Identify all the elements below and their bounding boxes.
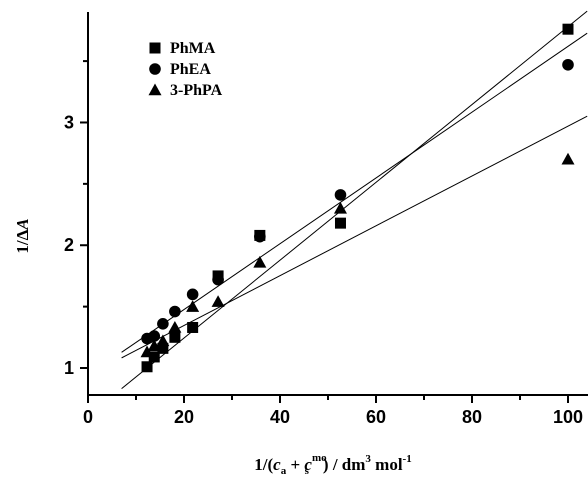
- x-axis-title: 1/(ca + cmo s) / dm3 mol-1: [254, 452, 411, 477]
- point-3-PhPA: [333, 201, 347, 214]
- fit-line-PhMA: [121, 10, 588, 390]
- point-PhEA: [254, 230, 266, 243]
- point-PhEA: [562, 58, 574, 71]
- point-PhEA: [157, 318, 169, 330]
- point-PhMA: [141, 361, 153, 373]
- point-3-PhPA: [156, 334, 170, 347]
- point-PhMA: [562, 23, 574, 35]
- fit-lines: [121, 10, 588, 390]
- point-PhEA: [334, 189, 347, 201]
- y-tick-label: 3: [64, 112, 74, 132]
- point-PhMA: [334, 217, 346, 229]
- axes: [87, 12, 588, 396]
- legend-label-3-PhPA: 3-PhPA: [170, 82, 223, 99]
- point-3-PhPA: [211, 295, 225, 307]
- x-tick-label: 40: [270, 407, 290, 427]
- legend-marker-3-PhPA: [148, 83, 162, 96]
- data-markers: [140, 23, 575, 373]
- point-3-PhPA: [186, 300, 200, 312]
- ticks: 0 20 40 60 80 100 1 2 3: [64, 60, 583, 427]
- point-PhMA: [187, 321, 199, 333]
- x-tick-label: 80: [462, 407, 482, 427]
- point-3-PhPA: [561, 152, 575, 165]
- legend-marker-PhEA: [149, 63, 161, 75]
- fit-line-3-PhPA: [121, 115, 588, 359]
- point-PhMA: [148, 351, 160, 363]
- point-3-PhPA: [253, 255, 267, 268]
- x-tick-label: 100: [553, 407, 583, 427]
- x-tick-label: 0: [83, 407, 93, 427]
- legend: PhMA PhEA 3-PhPA: [148, 40, 223, 99]
- legend-label-PhMA: PhMA: [170, 40, 216, 57]
- point-3-PhPA: [168, 320, 182, 333]
- point-PhEA: [186, 288, 199, 301]
- legend-marker-PhMA: [149, 42, 161, 54]
- y-tick-label: 1: [64, 358, 74, 378]
- y-axis-title: 1/ΔA: [13, 218, 32, 253]
- point-3-PhPA: [140, 345, 154, 358]
- x-tick-label: 20: [174, 407, 194, 427]
- fit-line-PhEA: [121, 32, 588, 353]
- point-PhMA: [157, 342, 169, 354]
- point-PhEA: [148, 330, 161, 342]
- point-PhEA: [212, 273, 224, 286]
- point-3-PhPA: [147, 339, 161, 352]
- x-tick-label: 60: [366, 407, 386, 427]
- point-PhMA: [169, 331, 181, 343]
- point-PhEA: [169, 305, 181, 318]
- y-tick-label: 2: [64, 235, 74, 255]
- legend-label-PhEA: PhEA: [170, 61, 211, 78]
